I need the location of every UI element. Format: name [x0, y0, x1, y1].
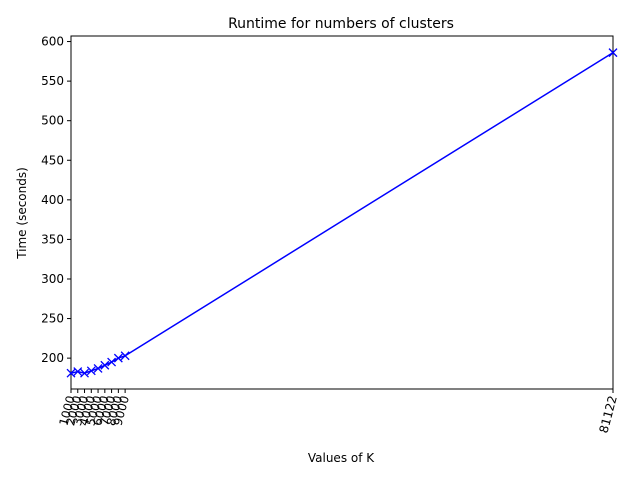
data-point-marker	[66, 368, 76, 378]
y-tick-label: 600	[41, 35, 64, 49]
data-point-marker	[100, 360, 110, 370]
marker-stroke	[113, 353, 123, 363]
marker-stroke	[80, 368, 89, 378]
y-tick-label: 250	[41, 312, 64, 326]
data-point-marker	[73, 367, 83, 377]
y-tick-label: 350	[41, 232, 64, 246]
marker-stroke	[73, 367, 83, 377]
data-point-marker	[107, 357, 117, 367]
data-point-marker	[608, 48, 618, 58]
marker-stroke	[120, 351, 130, 361]
x-axis-label: Values of K	[308, 451, 375, 465]
data-point-marker	[80, 368, 89, 378]
y-tick-label: 500	[41, 114, 64, 128]
plot-area	[66, 35, 618, 390]
y-tick-label: 300	[41, 272, 64, 286]
marker-stroke	[93, 363, 103, 373]
y-tick-label: 200	[41, 351, 64, 365]
marker-stroke	[608, 48, 618, 58]
marker-stroke	[107, 357, 117, 367]
x-tick-label: 81122	[596, 394, 619, 435]
data-point-marker	[93, 363, 103, 373]
y-axis-ticks: 200 250 300 350 400 450 500 550 600	[41, 35, 71, 365]
marker-stroke	[66, 368, 76, 378]
series-line	[70, 51, 614, 374]
marker-stroke	[86, 366, 96, 376]
data-point-marker	[86, 366, 96, 376]
y-tick-label: 550	[41, 74, 64, 88]
axes-frame	[70, 35, 614, 390]
marker-stroke	[100, 360, 110, 370]
y-axis-label: Time (seconds)	[15, 167, 29, 260]
data-point-marker	[120, 351, 130, 361]
y-tick-label: 400	[41, 193, 64, 207]
chart-title: Runtime for numbers of clusters	[228, 16, 454, 32]
data-point-marker	[113, 353, 123, 363]
y-tick-label: 450	[41, 153, 64, 167]
